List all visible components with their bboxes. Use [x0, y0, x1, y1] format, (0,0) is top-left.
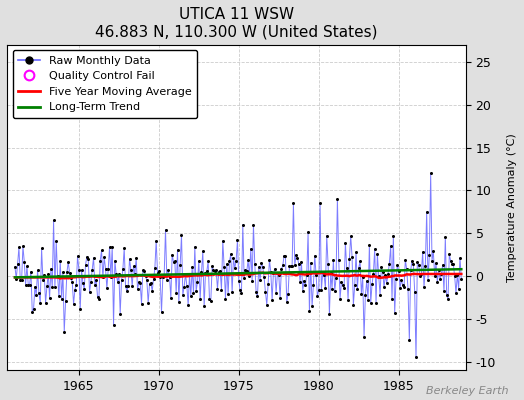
Text: Berkeley Earth: Berkeley Earth [426, 386, 508, 396]
Title: UTICA 11 WSW
46.883 N, 110.300 W (United States): UTICA 11 WSW 46.883 N, 110.300 W (United… [95, 7, 378, 39]
Legend: Raw Monthly Data, Quality Control Fail, Five Year Moving Average, Long-Term Tren: Raw Monthly Data, Quality Control Fail, … [13, 50, 198, 118]
Y-axis label: Temperature Anomaly (°C): Temperature Anomaly (°C) [507, 133, 517, 282]
